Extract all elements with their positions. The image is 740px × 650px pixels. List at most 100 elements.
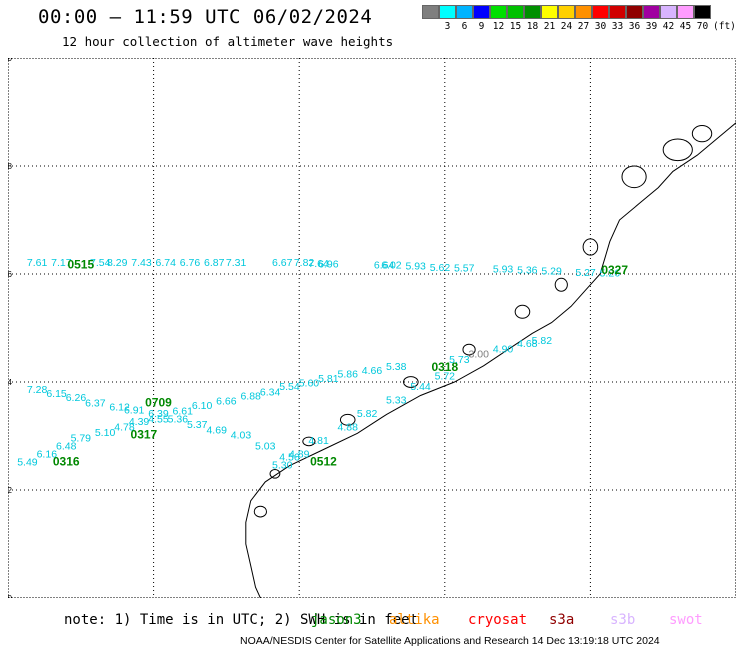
wave-height-value[interactable]: 3.00 <box>469 349 490 361</box>
wave-height-value[interactable]: 6.16 <box>37 449 58 461</box>
wave-height-value[interactable]: 7.82 <box>294 257 315 269</box>
wave-height-value[interactable]: 5.82 <box>357 408 378 420</box>
wave-height-value[interactable]: 7.31 <box>226 257 247 269</box>
wave-height-value[interactable]: 7.28 <box>27 384 48 396</box>
wave-height-value[interactable]: 5.93 <box>405 261 426 273</box>
wave-height-value[interactable]: 5.72 <box>435 370 456 382</box>
legend-label: 18 <box>526 21 539 32</box>
legend-swatch <box>660 5 677 19</box>
wave-height-value[interactable]: 6.88 <box>240 390 261 402</box>
wave-height-value[interactable]: 5.73 <box>449 354 470 366</box>
wave-height-value[interactable]: 5.29 <box>541 266 562 278</box>
wave-height-value[interactable]: 5.93 <box>493 263 514 275</box>
wave-height-value[interactable]: 7.61 <box>27 257 48 269</box>
satellite-label-jason3: jason3 <box>311 612 362 628</box>
wave-height-value[interactable]: 4.89 <box>289 449 310 461</box>
wave-height-value[interactable]: 6.10 <box>192 400 213 412</box>
track-id-label[interactable]: 0318 <box>431 360 458 374</box>
wave-height-value[interactable]: 7.54 <box>90 257 111 269</box>
wave-height-value[interactable]: 5.27 <box>575 267 596 279</box>
legend-swatch <box>524 5 541 19</box>
wave-height-value[interactable]: 5.10 <box>95 427 116 439</box>
wave-height-value[interactable]: 4.03 <box>231 430 252 442</box>
wave-height-value[interactable]: 5.62 <box>430 262 451 274</box>
legend-swatch <box>677 5 694 19</box>
wave-height-value[interactable]: 6.64 <box>374 260 395 272</box>
island-outline <box>403 376 419 388</box>
wave-height-value[interactable]: 4.68 <box>517 338 538 350</box>
wave-height-value[interactable]: 5.82 <box>532 335 553 347</box>
wave-height-value[interactable]: 5.30 <box>272 459 293 471</box>
wave-height-value[interactable]: 5.03 <box>255 441 276 453</box>
wave-height-value[interactable]: 5.81 <box>318 373 339 385</box>
wave-height-value[interactable]: 6.15 <box>46 388 67 400</box>
wave-height-value[interactable]: 8.29 <box>107 257 128 269</box>
wave-height-value[interactable]: 7.17 <box>51 257 72 269</box>
wave-height-value[interactable]: 6.66 <box>216 396 237 408</box>
wave-height-value[interactable]: 5.86 <box>338 369 359 381</box>
satellite-label-cryosat: cryosat <box>468 612 528 628</box>
legend-label: 12 <box>492 21 505 32</box>
wave-height-value[interactable]: 6.96 <box>318 259 339 271</box>
wave-height-value[interactable]: 5.49 <box>17 457 38 469</box>
track-id-label[interactable]: 0515 <box>67 258 94 272</box>
track-id-label[interactable]: 0512 <box>310 455 337 469</box>
track-id-label[interactable]: 0709 <box>145 395 172 409</box>
island-outline <box>691 125 713 143</box>
wave-height-value[interactable]: 6.67 <box>272 257 293 269</box>
wave-height-value[interactable]: 4.66 <box>362 365 383 377</box>
wave-height-value[interactable]: 6.91 <box>124 404 145 416</box>
satellite-label-s3b: s3b <box>610 612 636 628</box>
wave-height-value[interactable]: 4.90 <box>493 343 514 355</box>
page-subtitle: 12 hour collection of altimeter wave hei… <box>62 34 394 49</box>
wave-height-value[interactable]: 6.12 <box>109 402 130 414</box>
wave-height-value[interactable]: 5.36 <box>517 264 538 276</box>
wave-height-value[interactable]: 5.33 <box>386 395 407 407</box>
wave-height-value[interactable]: 5.44 <box>410 381 431 393</box>
wave-height-value[interactable]: 6.61 <box>173 405 194 417</box>
legend-label: 70 <box>696 21 709 32</box>
wave-height-value[interactable]: 6.76 <box>180 257 201 269</box>
wave-height-value[interactable]: 5.57 <box>454 262 475 274</box>
wave-height-value[interactable]: 6.34 <box>260 387 281 399</box>
wave-height-value[interactable]: 5.54 <box>279 381 300 393</box>
track-id-label[interactable]: 0327 <box>601 263 628 277</box>
wave-height-value[interactable]: 4.78 <box>114 422 135 434</box>
legend-label: 30 <box>594 21 607 32</box>
wave-height-value[interactable]: 6.48 <box>56 441 77 453</box>
wave-height-value[interactable]: 5.36 <box>168 414 189 426</box>
wave-height-value[interactable]: 6.02 <box>381 260 402 272</box>
wave-height-value[interactable]: 5.60 <box>299 377 320 389</box>
wave-height-value[interactable]: 7.64 <box>308 258 329 270</box>
legend-swatch <box>422 5 439 19</box>
legend-label: 33 <box>611 21 624 32</box>
wave-height-value[interactable]: 4.55 <box>148 414 169 426</box>
wave-height-value[interactable]: 6.26 <box>66 392 87 404</box>
map-canvas[interactable]: 036912156062646668707.617.177.548.297.43… <box>3 54 740 611</box>
wave-height-value[interactable]: 4.56 <box>279 451 300 463</box>
island-outline <box>339 413 356 426</box>
wave-height-value[interactable]: 7.43 <box>131 257 152 269</box>
wave-height-value[interactable]: 5.37 <box>187 419 208 431</box>
wave-height-value[interactable]: 5.38 <box>386 361 407 373</box>
wave-height-value[interactable]: 5.26 <box>600 268 621 280</box>
map-plot[interactable]: 036912156062646668707.617.177.548.297.43… <box>3 54 740 611</box>
track-id-label[interactable]: 0316 <box>53 455 80 469</box>
island-outline <box>582 238 599 256</box>
legend-swatch <box>473 5 490 19</box>
wave-height-value[interactable]: 6.87 <box>204 257 225 269</box>
wave-height-value[interactable]: 4.69 <box>206 424 227 436</box>
wave-height-value[interactable]: 6.39 <box>148 408 169 420</box>
wave-height-value[interactable]: 5.79 <box>71 432 92 444</box>
satellite-legend: jason3 altika cryosat s3a s3b swot <box>0 612 740 630</box>
satellite-label-swot: swot <box>669 612 703 628</box>
track-id-label[interactable]: 0317 <box>131 428 158 442</box>
credit-line: NOAA/NESDIS Center for Satellite Applica… <box>240 635 660 647</box>
wave-height-value[interactable]: 4.88 <box>338 422 359 434</box>
wave-height-value[interactable]: 6.37 <box>85 397 106 409</box>
y-tick-label: 68 <box>8 162 12 171</box>
wave-height-value[interactable]: 6.74 <box>156 257 177 269</box>
legend-swatch <box>575 5 592 19</box>
wave-height-value[interactable]: 4.81 <box>308 435 329 447</box>
wave-height-value[interactable]: 4.39 <box>129 416 150 428</box>
